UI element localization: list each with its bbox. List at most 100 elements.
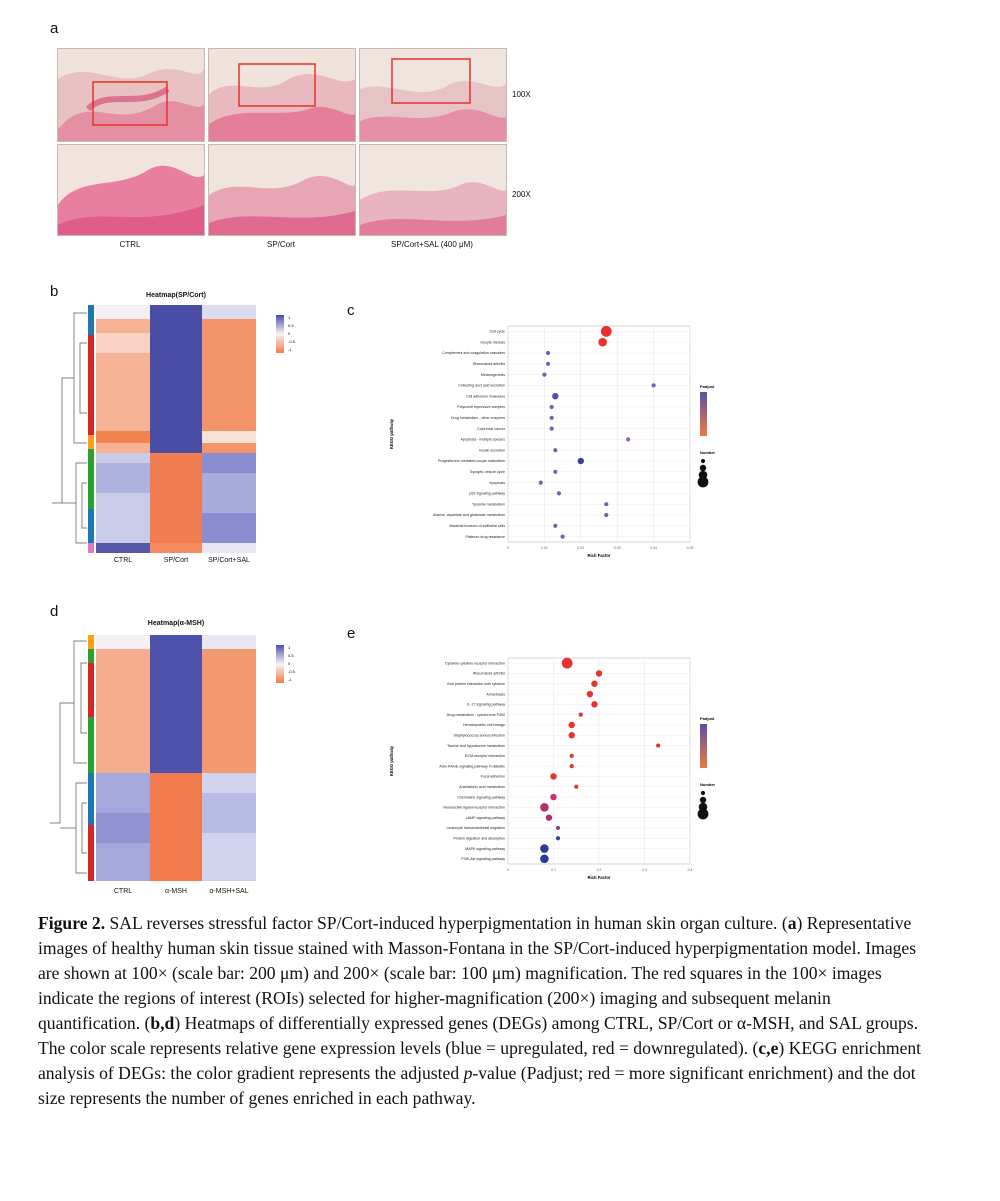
pathway-dot [540, 844, 549, 853]
y-category-label: Apoptosis [489, 481, 505, 485]
caption-ref-ce: c,e [758, 1038, 779, 1058]
y-category-label: Alanine, aspartate and glutamate metabol… [433, 513, 505, 517]
group-label-spcort-sal: SP/Cort+SAL (400 μM) [391, 240, 473, 249]
panel-label-a: a [50, 20, 59, 37]
svg-text:0: 0 [288, 661, 291, 666]
y-category-label: Drug metabolism - cytochrome P450 [447, 713, 505, 717]
y-category-label: Cell cycle [490, 330, 505, 334]
y-category-label: AGE-RAGE signaling pathway in diabetic [439, 764, 505, 768]
pathway-dot [538, 480, 543, 485]
legend-padjust-bar [700, 724, 707, 768]
pathway-dot [595, 670, 603, 677]
legend-number-title: Number [700, 450, 716, 455]
caption-text-2: ) Representative images of healthy human… [38, 913, 917, 1033]
pathway-dot [553, 469, 558, 474]
pathway-dot [540, 803, 549, 812]
y-category-label: Oocyte meiosis [480, 340, 505, 344]
pathway-dot [578, 712, 583, 717]
magnification-200x: 200X [512, 190, 531, 199]
x-tick-label: 0.2 [597, 868, 602, 872]
svg-text:-1: -1 [288, 347, 292, 352]
group-label-spcort: SP/Cort [266, 240, 295, 249]
y-category-label: Amoebiasis [486, 692, 505, 696]
y-category-label: Polycomb repressive complex [457, 405, 505, 409]
y-category-label: Platinum drug resistance [465, 535, 505, 539]
heatmap-b-title: Heatmap(SP/Cort) [146, 292, 206, 299]
caption-text-5: -value (Padjust; red = more significant … [38, 1063, 916, 1108]
legend-size-dot [699, 464, 707, 472]
y-category-label: Rheumatoid arthritis [473, 362, 505, 366]
legend-padjust-title: Padjust [700, 384, 715, 389]
pathway-dot [561, 657, 573, 669]
magnification-100x: 100X [512, 90, 531, 99]
caption-ref-a: a [787, 913, 797, 933]
figure-caption: Figure 2. SAL reverses stressful factor … [38, 911, 928, 1111]
pathway-dot [549, 426, 554, 431]
caption-text-1: SAL reverses stressful factor SP/Cort-in… [105, 913, 788, 933]
heatmap-b-dendrogram [52, 312, 87, 544]
pathway-dot [545, 814, 553, 821]
svg-text:0: 0 [288, 331, 291, 336]
y-category-label: Leukocyte transendothelial migration [446, 826, 505, 830]
y-category-label: Cell adhesion molecules [466, 394, 505, 398]
pathway-dot [555, 825, 561, 831]
pathway-dot [600, 326, 612, 337]
x-tick-label: 0 [507, 546, 509, 550]
legend-size-dot [699, 796, 707, 804]
pathway-dot [549, 404, 554, 410]
y-axis-label: KEGG pathway [389, 418, 394, 449]
svg-text:1: 1 [288, 315, 291, 320]
y-category-label: Melanogenesis [481, 373, 505, 377]
pathway-dot [556, 491, 562, 496]
y-category-label: Complement and coagulation cascades [442, 351, 505, 355]
legend-number-title: Number [700, 782, 716, 787]
pathway-dot [569, 764, 574, 769]
pathway-dot [549, 415, 554, 420]
panel-label-b: b [50, 283, 59, 300]
x-tick-label: 0.03 [614, 546, 621, 550]
x-tick-label: 0.3 [642, 868, 647, 872]
pathway-dot [568, 732, 575, 739]
y-category-label: cAMP signaling pathway [466, 816, 505, 820]
caption-ref-bd: b,d [150, 1013, 175, 1033]
y-category-label: Neuroactive ligand-receptor interaction [443, 806, 505, 810]
y-category-label: p53 signaling pathway [469, 492, 505, 496]
caption-text-3: ) Heatmaps of differentially expressed g… [38, 1013, 918, 1058]
heatmap-b-col-spcort-sal: SP/Cort+SAL [208, 557, 250, 564]
y-category-label: MAPK signaling pathway [465, 847, 505, 851]
y-category-label: Bacterial invasion of epithelial cells [449, 524, 505, 528]
micrograph-spcort-sal-200x [359, 144, 507, 236]
y-category-label: Arachidonic acid metabolism [459, 785, 505, 789]
kegg-dotplot-e: 0 0.1 0.2 0.3 0.4 Cytokine-cytokine receptor … [355, 650, 735, 900]
heatmap-d-col-ctrl: CTRL [113, 888, 133, 895]
caption-p-italic: p [463, 1063, 473, 1083]
legend-padjust-title: Padjust [700, 716, 715, 721]
legend-size-dot [697, 808, 709, 820]
y-category-label: Focal adhesion [481, 775, 505, 779]
pathway-dot [577, 457, 584, 465]
pathway-dot [626, 437, 631, 442]
y-category-label: Progesterone-mediated oocyte maturation [438, 459, 505, 463]
legend-size-dot [700, 790, 706, 796]
y-category-label: Tyrosine metabolism [472, 502, 505, 506]
pathway-dot [586, 690, 594, 698]
heatmap-b-col-spcort: SP/Cort [163, 557, 189, 564]
y-category-label: IL-17 signaling pathway [467, 703, 505, 707]
pathway-dot [598, 337, 607, 347]
y-category-label: ECM-receptor interaction [465, 754, 505, 758]
caption-label: Figure 2. [38, 913, 106, 933]
y-category-label: Hematopoietic cell lineage [463, 723, 505, 727]
y-category-label: Apoptosis - multiple species [460, 438, 505, 442]
y-category-label: PI3K-Akt signaling pathway [461, 857, 505, 861]
y-category-label: Collecting duct acid secretion [458, 384, 505, 388]
y-category-label: Protein digestion and absorption [453, 836, 505, 840]
pathway-dot [651, 383, 656, 388]
pathway-dot [604, 512, 609, 518]
svg-text:1: 1 [288, 645, 291, 650]
pathway-dot [552, 393, 559, 400]
x-axis-label: Rich Factor [587, 553, 610, 558]
legend-padjust-bar [700, 392, 707, 436]
pathway-dot [542, 372, 547, 377]
x-tick-label: 0.05 [687, 546, 694, 550]
heatmap-b-col-ctrl: CTRL [113, 557, 133, 564]
